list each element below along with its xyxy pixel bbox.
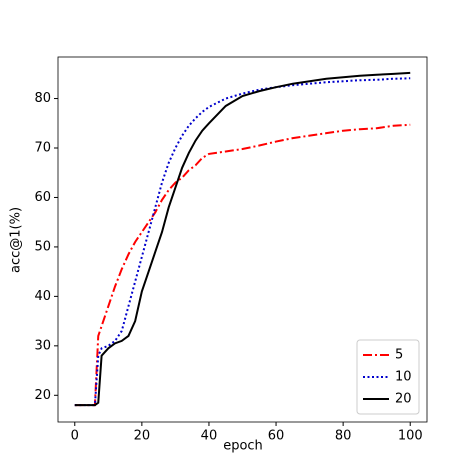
y-tick-label: 70: [34, 141, 51, 156]
y-tick-label: 50: [34, 239, 51, 254]
y-tick-label: 80: [34, 91, 51, 106]
legend-label: 5: [395, 348, 403, 363]
series-line: [74, 123, 411, 407]
y-tick-label: 30: [34, 338, 51, 353]
x-tick-label: 20: [134, 429, 151, 444]
legend-label: 10: [395, 370, 412, 385]
x-tick-label: 100: [398, 429, 423, 444]
y-axis-label: acc@1(%): [9, 207, 24, 273]
x-tick-label: 60: [268, 429, 285, 444]
x-axis-label: epoch: [223, 439, 263, 454]
y-tick-label: 40: [34, 289, 51, 304]
legend-label: 20: [395, 392, 412, 407]
plot-frame: [57, 56, 428, 423]
x-tick-label: 80: [335, 429, 352, 444]
y-tick-label: 20: [34, 388, 51, 403]
series-line: [74, 71, 411, 407]
x-tick-label: 0: [71, 429, 79, 444]
y-tick-label: 60: [34, 190, 51, 205]
x-tick-label: 40: [201, 429, 218, 444]
series-line: [74, 77, 411, 407]
legend-box: [356, 339, 420, 415]
